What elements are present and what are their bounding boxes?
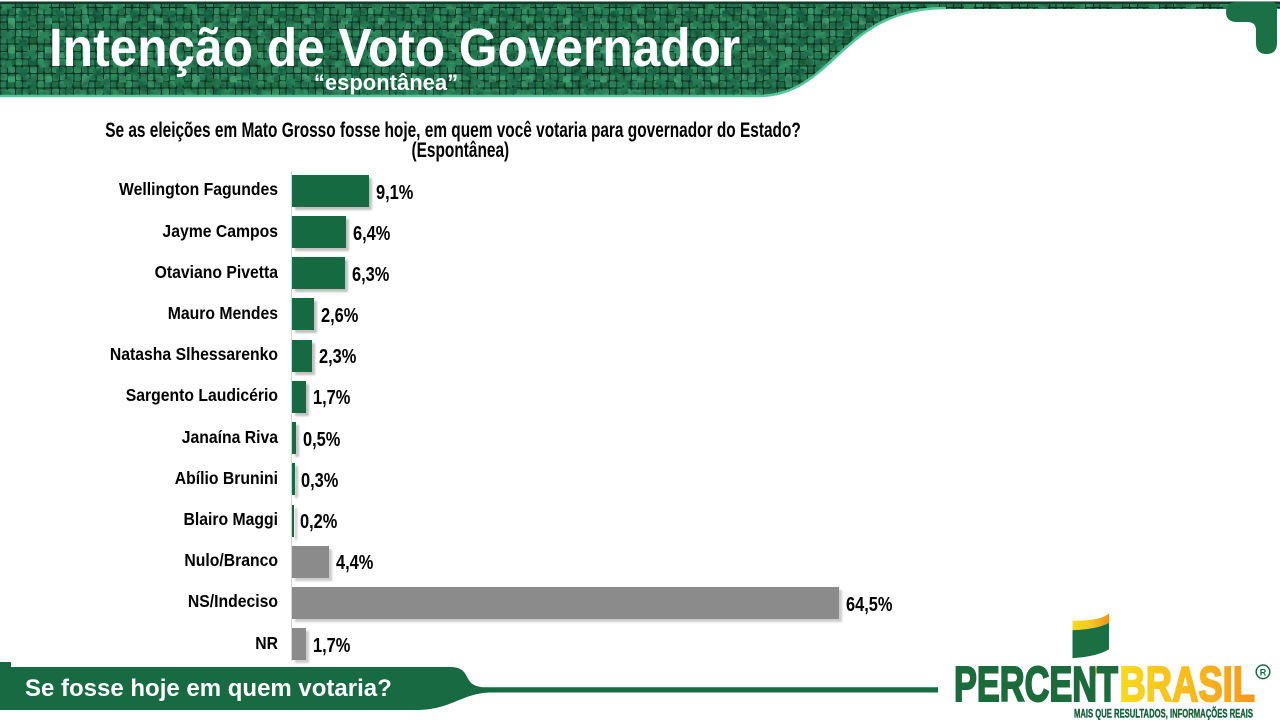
svg-text:R: R <box>1260 667 1267 677</box>
svg-text:MAIS QUE RESULTADOS, INFORMAÇÕ: MAIS QUE RESULTADOS, INFORMAÇÕES REAIS <box>1074 706 1253 720</box>
svg-text:PERCENT: PERCENT <box>954 658 1118 712</box>
svg-text:BRASIL: BRASIL <box>1120 658 1256 712</box>
